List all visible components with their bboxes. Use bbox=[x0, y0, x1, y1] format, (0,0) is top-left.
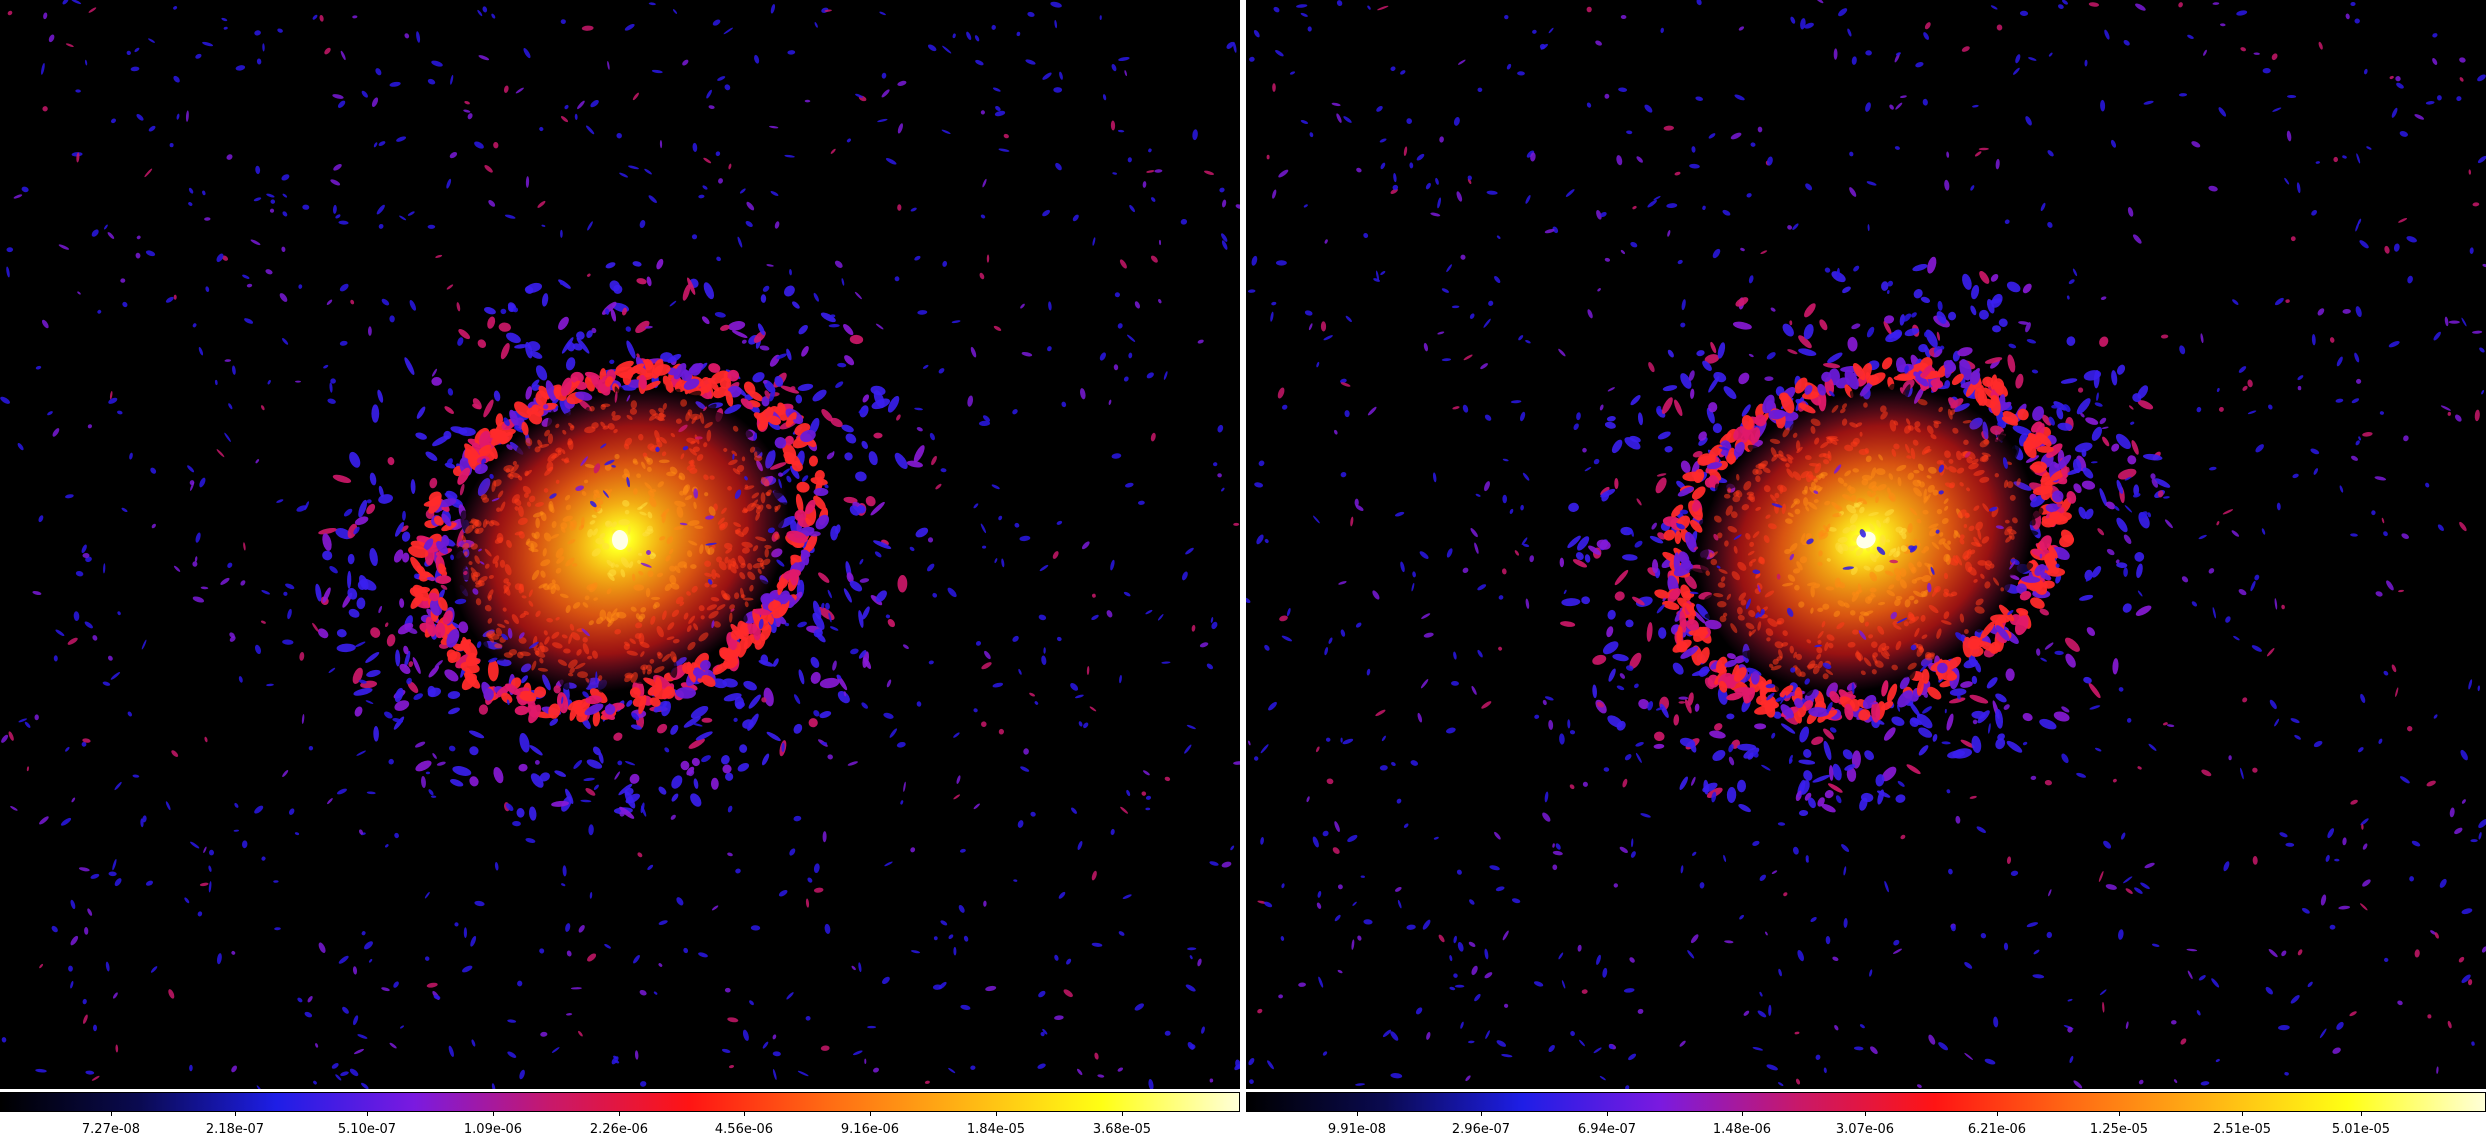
colorbar-tick-label: 2.51e-05 bbox=[2212, 1122, 2272, 1137]
colorbar-tick-label: 9.91e-08 bbox=[1327, 1122, 1387, 1137]
colorbar-right bbox=[1246, 1092, 2486, 1112]
colorbar-tick-label: 9.16e-06 bbox=[840, 1122, 900, 1137]
colorbar-tick bbox=[493, 1111, 494, 1116]
colorbar-ticks-right: 9.91e-08 2.96e-07 6.94e-07 1.48e-06 3.07… bbox=[1246, 1111, 2486, 1139]
colorbar-tick bbox=[1607, 1111, 1608, 1116]
colorbar-tick bbox=[619, 1111, 620, 1116]
colorbar-tick bbox=[111, 1111, 112, 1116]
colorbar-tick-label: 2.26e-06 bbox=[589, 1122, 649, 1137]
colorbar-tick-label: 5.10e-07 bbox=[337, 1122, 397, 1137]
colorbar-tick-label: 2.18e-07 bbox=[205, 1122, 265, 1137]
xray-image-right bbox=[1246, 0, 2486, 1089]
xray-source-image bbox=[0, 0, 1240, 1089]
colorbar-tick bbox=[2361, 1111, 2362, 1116]
colorbar-tick-label: 7.27e-08 bbox=[81, 1122, 141, 1137]
xray-image-left bbox=[0, 0, 1240, 1089]
colorbar-ticks-left: 7.27e-08 2.18e-07 5.10e-07 1.09e-06 2.26… bbox=[0, 1111, 1240, 1139]
colorbar-tick-label: 5.01e-05 bbox=[2331, 1122, 2391, 1137]
colorbar-tick bbox=[1357, 1111, 1358, 1116]
colorbar-tick bbox=[744, 1111, 745, 1116]
colorbar-tick-label: 3.68e-05 bbox=[1092, 1122, 1152, 1137]
colorbar-tick bbox=[1481, 1111, 1482, 1116]
image-panel-left: 7.27e-08 2.18e-07 5.10e-07 1.09e-06 2.26… bbox=[0, 0, 1240, 1139]
colorbar-tick bbox=[996, 1111, 997, 1116]
colorbar-tick bbox=[367, 1111, 368, 1116]
colorbar-tick-label: 6.21e-06 bbox=[1967, 1122, 2027, 1137]
xray-source-image bbox=[1246, 0, 2486, 1089]
colorbar-tick bbox=[2119, 1111, 2120, 1116]
colorbar-tick bbox=[1997, 1111, 1998, 1116]
colorbar-tick-label: 1.84e-05 bbox=[966, 1122, 1026, 1137]
colorbar-tick bbox=[870, 1111, 871, 1116]
colorbar-tick-label: 4.56e-06 bbox=[714, 1122, 774, 1137]
colorbar-left bbox=[0, 1092, 1240, 1112]
colorbar-tick bbox=[235, 1111, 236, 1116]
colorbar-tick-label: 1.25e-05 bbox=[2089, 1122, 2149, 1137]
colorbar-tick bbox=[1122, 1111, 1123, 1116]
colorbar-tick-label: 3.07e-06 bbox=[1835, 1122, 1895, 1137]
image-panel-right: 9.91e-08 2.96e-07 6.94e-07 1.48e-06 3.07… bbox=[1246, 0, 2486, 1139]
colorbar-tick bbox=[1865, 1111, 1866, 1116]
colorbar-tick-label: 1.09e-06 bbox=[463, 1122, 523, 1137]
colorbar-tick bbox=[1742, 1111, 1743, 1116]
colorbar-tick-label: 2.96e-07 bbox=[1451, 1122, 1511, 1137]
colorbar-tick-label: 1.48e-06 bbox=[1712, 1122, 1772, 1137]
colorbar-tick bbox=[2242, 1111, 2243, 1116]
colorbar-tick-label: 6.94e-07 bbox=[1577, 1122, 1637, 1137]
